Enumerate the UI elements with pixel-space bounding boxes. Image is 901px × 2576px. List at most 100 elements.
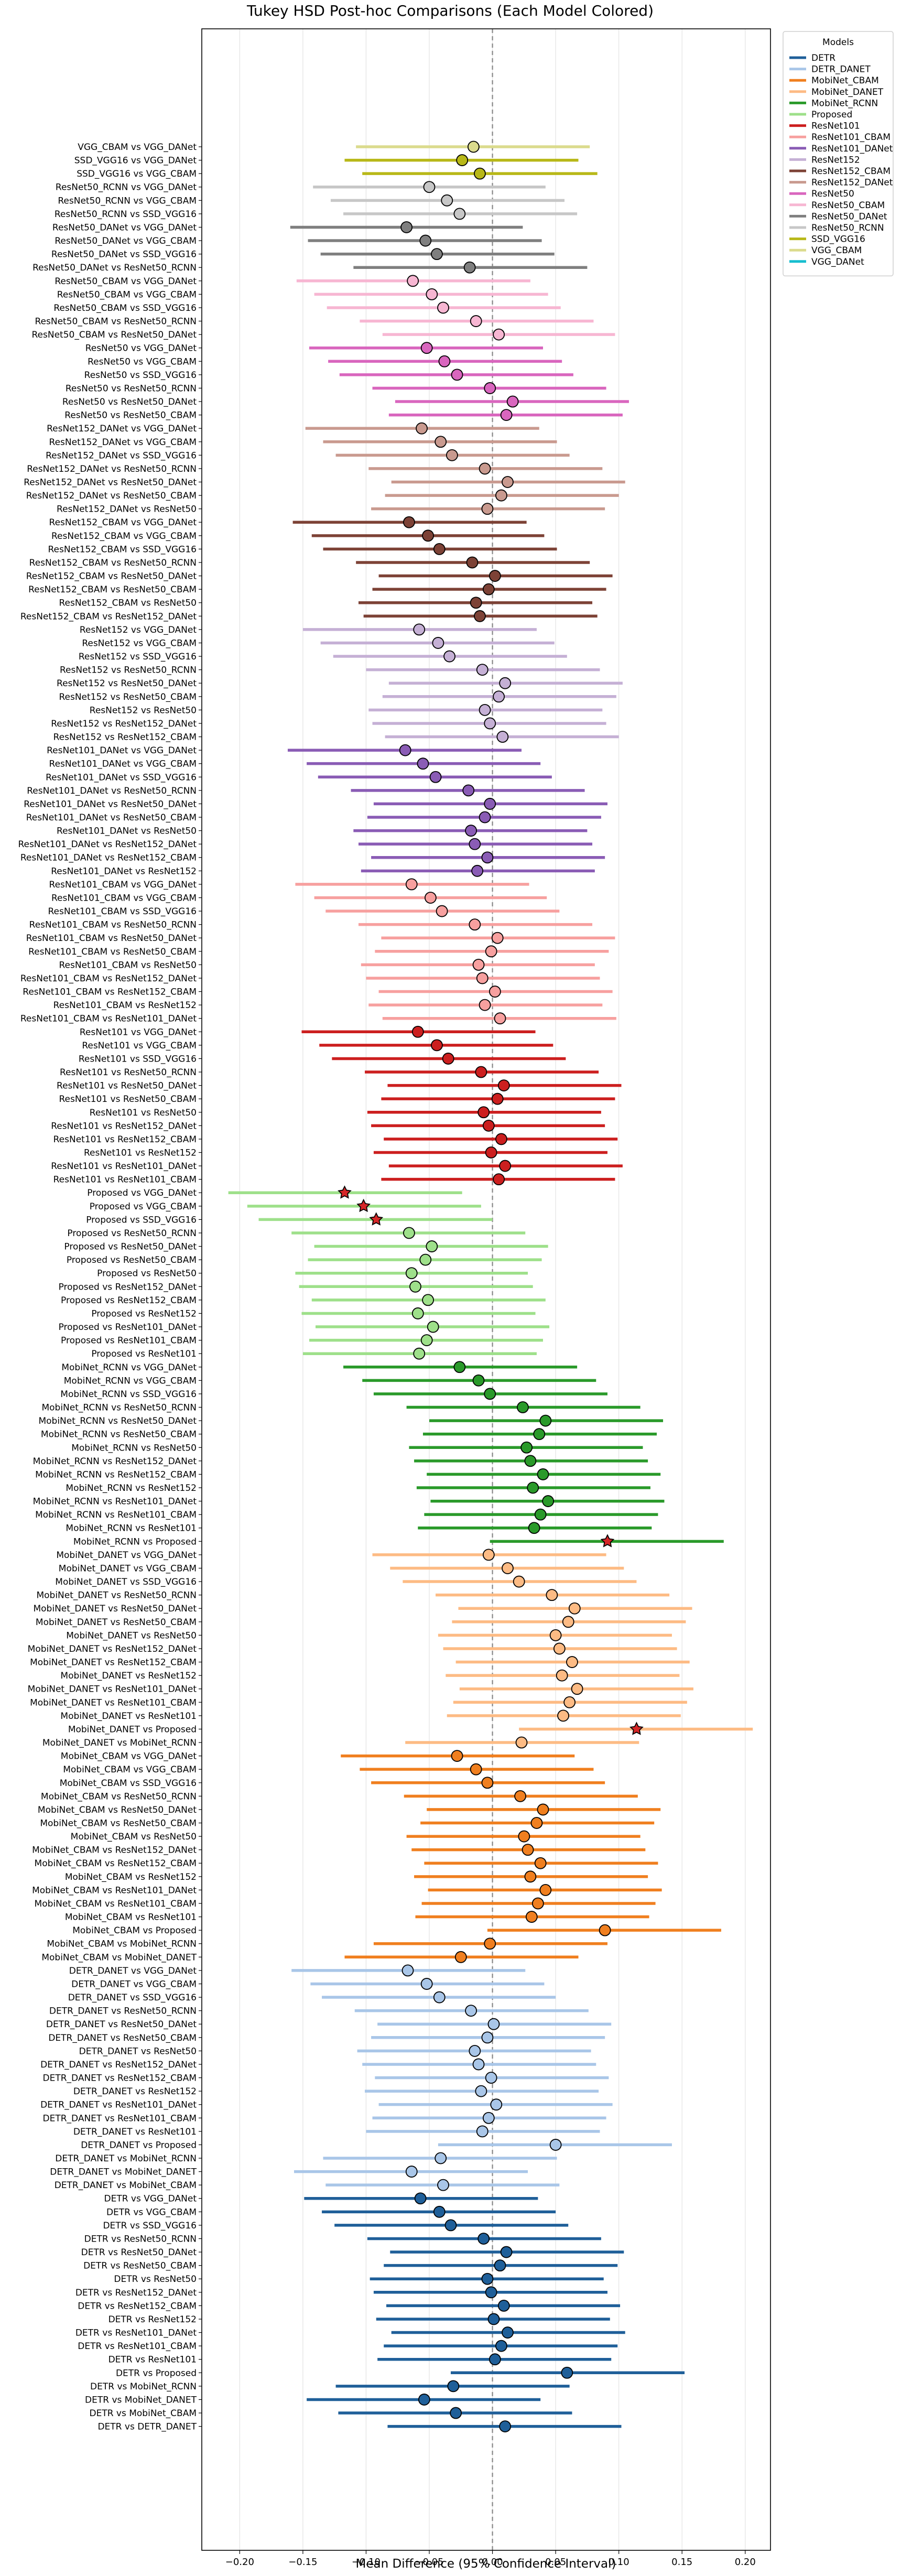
comparison-row: Proposed vs ResNet101_CBAM (61, 1334, 543, 1347)
comparison-label: DETR vs MobiNet_DANET (85, 2395, 197, 2405)
comparison-label: ResNet152_DANet vs ResNet50_RCNN (27, 464, 197, 474)
comparison-row: VGG_CBAM vs VGG_DANet (78, 140, 590, 153)
comparison-label: DETR_DANET vs ResNet50 (79, 2046, 197, 2057)
comparison-label: ResNet152 vs ResNet50_DANet (57, 678, 197, 689)
comparison-row: Proposed vs ResNet50_DANet (64, 1240, 548, 1252)
comparison-row: ResNet152 vs ResNet50_DANet (57, 677, 623, 689)
comparison-label: ResNet50_RCNN vs VGG_CBAM (58, 196, 197, 206)
comparison-label: Proposed vs ResNet50 (97, 1269, 197, 1279)
comparison-row: MobiNet_CBAM vs ResNet152_CBAM (35, 1857, 658, 1869)
comparison-label: ResNet152_DANet vs ResNet50 (57, 504, 197, 515)
comparison-row: MobiNet_RCNN vs ResNet50_DANet (38, 1414, 664, 1427)
legend-item: VGG_DANet (789, 257, 864, 267)
mean-difference-marker (491, 932, 504, 944)
comparison-label: MobiNet_RCNN vs VGG_CBAM (64, 1376, 197, 1386)
comparison-row: ResNet101 vs ResNet152_DANet (51, 1119, 605, 1132)
mean-difference-marker (477, 1106, 490, 1119)
comparison-row: MobiNet_RCNN vs ResNet152_CBAM (35, 1468, 661, 1480)
x-tick-label: 0.05 (545, 2557, 566, 2568)
mean-difference-marker (487, 2313, 500, 2325)
comparison-row: MobiNet_DANET vs MobiNet_RCNN (42, 1736, 639, 1749)
mean-difference-marker (441, 194, 453, 207)
comparison-label: ResNet101 vs ResNet50_DANet (57, 1081, 197, 1091)
comparison-label: ResNet50 vs ResNet50_DANet (62, 397, 197, 407)
comparison-row: MobiNet_CBAM vs ResNet152_DANet (32, 1844, 646, 1856)
mean-difference-marker (530, 1817, 543, 1829)
comparison-row: ResNet152_CBAM vs VGG_DANet (49, 516, 527, 528)
mean-difference-marker (497, 2299, 510, 2312)
mean-difference-marker (470, 1763, 482, 1776)
comparison-row: ResNet152_DANet vs VGG_CBAM (49, 436, 557, 448)
comparison-row: MobiNet_CBAM vs Proposed (72, 1924, 721, 1936)
mean-difference-marker (467, 140, 480, 153)
comparison-label: VGG_CBAM vs VGG_DANet (78, 142, 197, 153)
comparison-row: ResNet50_CBAM vs SSD_VGG16 (53, 301, 561, 314)
comparison-row: MobiNet_DANET vs ResNet101_DANet (28, 1683, 693, 1695)
comparison-row: ResNet101 vs VGG_CBAM (82, 1039, 553, 1052)
comparison-row: ResNet101_CBAM vs VGG_DANet (49, 878, 529, 891)
comparison-label: DETR vs MobiNet_CBAM (89, 2408, 197, 2419)
mean-difference-marker (470, 597, 482, 609)
mean-difference-marker (409, 1280, 421, 1293)
comparison-label: MobiNet_CBAM vs VGG_DANet (61, 1751, 197, 1762)
mean-difference-marker (484, 798, 496, 810)
mean-difference-marker (481, 1777, 494, 1789)
mean-difference-marker (553, 1642, 566, 1655)
comparison-label: DETR vs ResNet152_CBAM (78, 2301, 197, 2311)
mean-difference-marker (499, 2420, 512, 2433)
comparison-label: DETR vs VGG_CBAM (106, 2207, 197, 2217)
comparison-row: MobiNet_CBAM vs ResNet101_CBAM (35, 1897, 656, 1910)
mean-difference-marker (435, 2152, 447, 2164)
mean-difference-marker (425, 892, 437, 904)
comparison-row: SSD_VGG16 vs VGG_CBAM (77, 167, 598, 180)
comparison-label: ResNet101 vs ResNet152_DANet (51, 1121, 197, 1131)
comparison-label: DETR_DANET vs ResNet50_CBAM (48, 2033, 197, 2043)
comparison-row: ResNet152_DANet vs VGG_DANet (47, 422, 539, 435)
comparison-label: ResNet50_DANet vs SSD_VGG16 (51, 250, 197, 260)
comparison-label: ResNet101_CBAM vs ResNet50_DANet (26, 933, 197, 944)
mean-difference-marker (447, 2380, 460, 2393)
mean-difference-marker (481, 851, 494, 864)
mean-difference-marker (482, 2112, 495, 2124)
comparison-row: ResNet101_CBAM vs VGG_CBAM (51, 892, 547, 904)
comparison-row: ResNet152_CBAM vs ResNet50_CBAM (28, 583, 606, 596)
legend-label: MobiNet_RCNN (811, 98, 878, 109)
comparison-label: ResNet50_RCNN vs SSD_VGG16 (55, 209, 197, 220)
comparison-row: ResNet50 vs VGG_DANet (85, 342, 543, 354)
comparison-row: MobiNet_CBAM vs SSD_VGG16 (60, 1777, 605, 1789)
comparison-row: ResNet101_DANet vs SSD_VGG16 (46, 771, 552, 783)
comparison-row: ResNet50 vs ResNet50_CBAM (64, 409, 623, 421)
comparison-label: ResNet152_DANet vs SSD_VGG16 (46, 450, 197, 461)
comparison-row: DETR vs VGG_CBAM (106, 2205, 556, 2218)
comparison-row: MobiNet_DANET vs VGG_CBAM (59, 1562, 624, 1574)
legend-item: ResNet101_DANet (789, 144, 893, 154)
comparison-label: ResNet101 vs SSD_VGG16 (79, 1054, 197, 1064)
comparison-label: DETR vs ResNet50_DANet (81, 2247, 197, 2258)
mean-difference-marker (436, 905, 448, 917)
x-tick-label: −0.05 (415, 2557, 443, 2568)
comparison-label: ResNet152_DANet vs ResNet50_DANet (24, 478, 197, 488)
comparison-label: DETR_DANET vs ResNet152 (73, 2086, 197, 2097)
comparison-label: DETR_DANET vs MobiNet_DANET (50, 2167, 197, 2178)
comparison-label: ResNet101_DANet vs ResNet152 (51, 866, 197, 876)
comparison-label: ResNet101_CBAM vs VGG_DANet (49, 880, 197, 890)
x-tick-label: −0.20 (225, 2557, 254, 2568)
legend-label: Proposed (811, 110, 852, 120)
comparison-row: ResNet50_RCNN vs VGG_CBAM (58, 194, 565, 207)
comparison-row: MobiNet_DANET vs SSD_VGG16 (55, 1575, 637, 1588)
comparison-row: DETR_DANET vs MobiNet_RCNN (55, 2152, 557, 2164)
mean-difference-marker (403, 1227, 415, 1239)
mean-difference-marker (466, 556, 479, 569)
comparison-label: ResNet101 vs VGG_DANet (80, 1027, 197, 1037)
mean-difference-marker (433, 543, 446, 555)
comparison-label: DETR vs ResNet50 (114, 2274, 197, 2285)
comparison-row: MobiNet_RCNN vs VGG_CBAM (64, 1374, 596, 1387)
mean-difference-marker (549, 1629, 562, 1641)
comparison-row: SSD_VGG16 vs VGG_DANet (74, 154, 579, 166)
mean-difference-marker (431, 248, 443, 261)
mean-difference-marker (472, 958, 485, 971)
comparison-row: ResNet152 vs VGG_CBAM (82, 637, 555, 649)
comparison-label: ResNet50_DANet vs VGG_CBAM (55, 236, 197, 246)
comparison-label: MobiNet_RCNN vs ResNet152_CBAM (35, 1469, 197, 1480)
mean-difference-marker (476, 664, 489, 676)
